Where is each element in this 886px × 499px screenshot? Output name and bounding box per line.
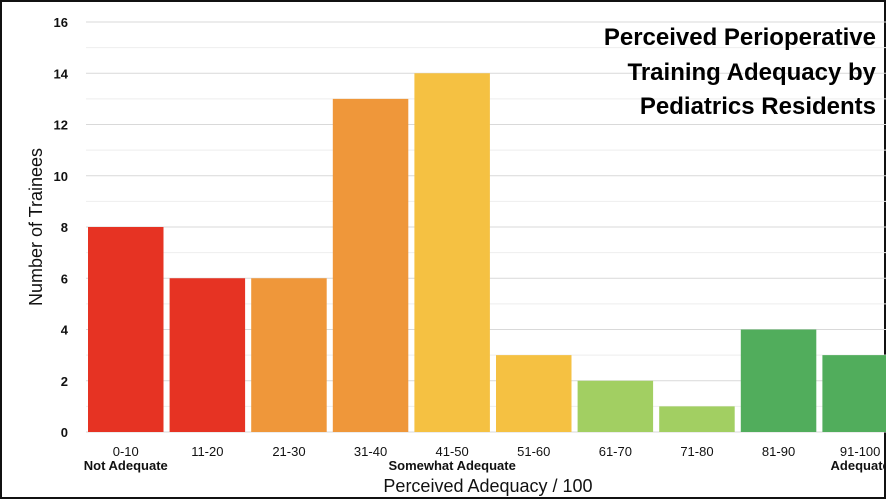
bar-81-90 <box>740 329 817 432</box>
bar-91-100 <box>822 355 886 432</box>
y-tick-label: 0 <box>61 425 68 440</box>
bar-0-10 <box>88 227 164 432</box>
x-tick-label: 31-40 <box>354 444 387 459</box>
x-tick-label: 71-80 <box>680 444 713 459</box>
group-label: Adequate <box>831 458 886 473</box>
y-tick-label: 10 <box>54 169 68 184</box>
x-tick-label: 61-70 <box>599 444 632 459</box>
x-tick-labels: 0-10 11-20 21-30 31-40 41-50 51-60 61-70 71-80 8… <box>113 444 881 459</box>
x-tick-label: 0-10 <box>113 444 139 459</box>
y-tick-label: 12 <box>54 118 68 133</box>
y-tick-label: 14 <box>54 66 69 81</box>
x-axis-title: Perceived Adequacy / 100 <box>383 476 592 496</box>
x-tick-label: 81-90 <box>762 444 795 459</box>
bar-51-60 <box>496 355 572 432</box>
bar-41-50 <box>414 73 490 432</box>
y-tick-label: 2 <box>61 374 68 389</box>
x-tick-label: 51-60 <box>517 444 550 459</box>
bar-61-70 <box>577 380 654 432</box>
y-tick-label: 16 <box>54 15 68 30</box>
bar-71-80 <box>659 406 735 432</box>
bars <box>88 73 886 432</box>
y-tick-label: 8 <box>61 220 68 235</box>
chart-title-line-1: Perceived Perioperative <box>604 24 876 51</box>
x-tick-label: 21-30 <box>272 444 305 459</box>
bar-21-30 <box>251 278 327 432</box>
bar-11-20 <box>169 278 246 432</box>
bar-31-40 <box>332 98 409 432</box>
x-tick-label: 11-20 <box>191 444 223 459</box>
y-tick-label: 4 <box>61 323 69 338</box>
chart-title-line-2: Training Adequacy by <box>628 59 877 86</box>
chart-title-line-3: Pediatrics Residents <box>640 93 876 120</box>
group-label: Somewhat Adequate <box>388 458 515 473</box>
x-tick-label: 41-50 <box>436 444 469 459</box>
y-tick-label: 6 <box>61 271 68 286</box>
group-labels: Not Adequate Somewhat Adequate Adequate <box>84 458 886 473</box>
y-axis-title: Number of Trainees <box>26 148 46 306</box>
y-tick-labels: 0 2 4 6 8 10 12 14 16 <box>54 15 69 440</box>
group-label: Not Adequate <box>84 458 168 473</box>
x-tick-label: 91-100 <box>840 444 880 459</box>
